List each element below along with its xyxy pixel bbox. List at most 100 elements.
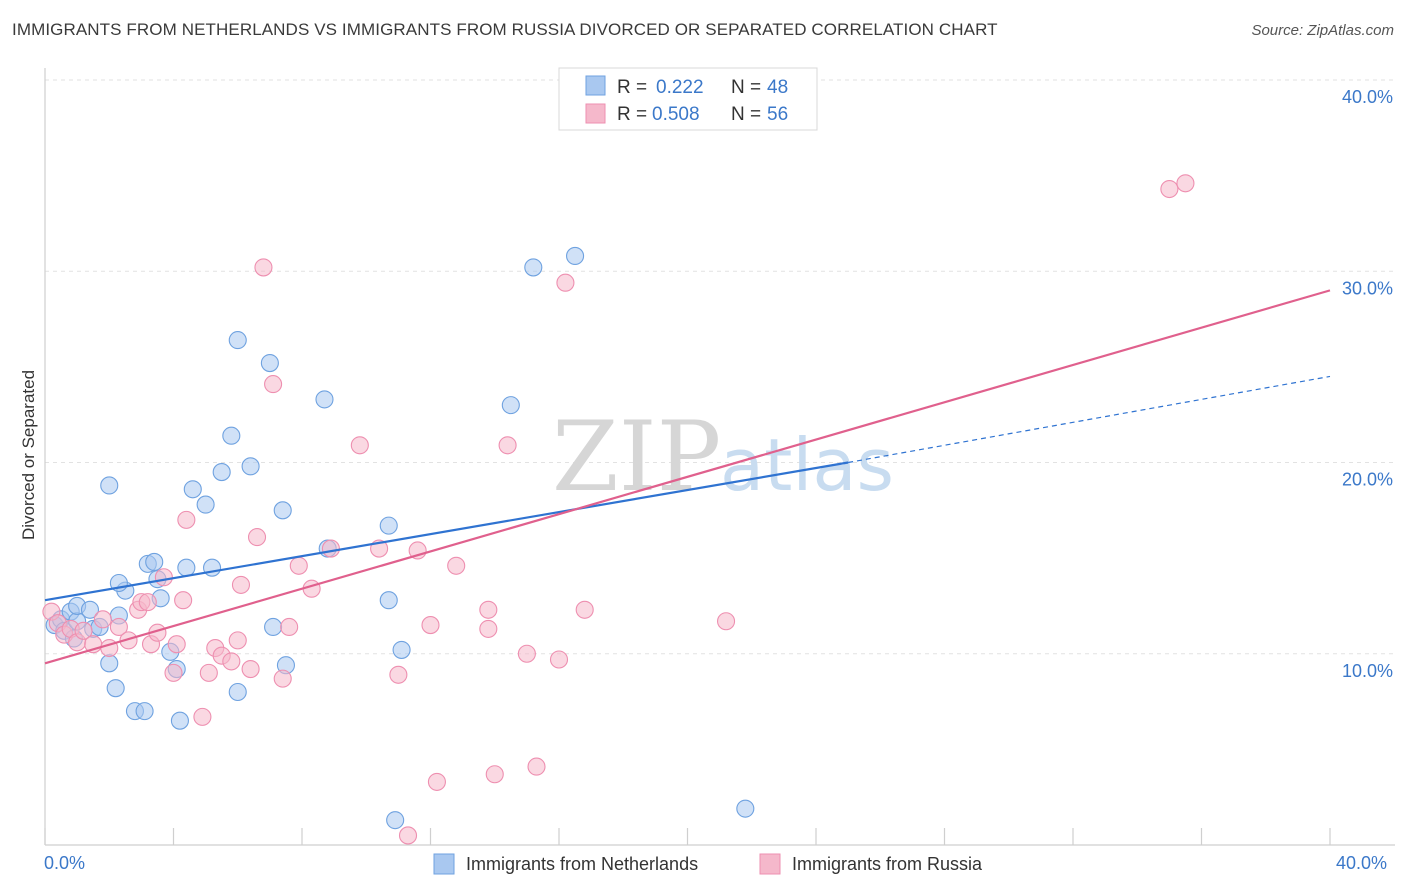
point-russia-10 (119, 631, 138, 650)
point-russia-21 (193, 707, 212, 726)
bottom-legend-label-russia: Immigrants from Russia (792, 854, 983, 874)
point-netherlands-24 (170, 711, 189, 730)
point-russia-42 (427, 772, 446, 791)
point-netherlands-38 (315, 390, 334, 409)
trend-lines (44, 289, 1331, 665)
point-russia-56 (1176, 174, 1195, 193)
point-russia-33 (280, 617, 299, 637)
point-netherlands-29 (212, 463, 231, 482)
point-netherlands-32 (241, 457, 260, 476)
point-russia-55 (1160, 179, 1179, 199)
point-russia-46 (479, 619, 498, 638)
point-russia-39 (389, 665, 408, 684)
point-russia-29 (247, 528, 267, 547)
point-russia-53 (575, 600, 594, 619)
point-russia-54 (716, 612, 736, 631)
point-netherlands-44 (524, 258, 543, 277)
point-russia-44 (398, 826, 418, 845)
legend-swatch-netherlands (585, 75, 606, 96)
legend-r-value-netherlands: 0.222 (656, 77, 704, 98)
legend: R = 0.222 N = 48 R = 0.508 N = 56 (558, 67, 818, 131)
point-netherlands-16 (135, 702, 154, 721)
point-netherlands-41 (379, 591, 398, 610)
point-russia-20 (177, 510, 196, 529)
legend-swatch-russia (585, 103, 606, 124)
point-netherlands-7 (80, 600, 100, 619)
point-netherlands-10 (100, 654, 119, 673)
point-russia-9 (109, 617, 128, 637)
point-russia-28 (241, 659, 260, 679)
point-netherlands-46 (736, 799, 755, 818)
point-netherlands-27 (196, 495, 215, 514)
bottom-legend-swatch-netherlands (433, 853, 455, 875)
chart-source: Source: ZipAtlas.com (1251, 22, 1394, 39)
point-russia-31 (264, 375, 283, 394)
point-russia-48 (498, 436, 517, 455)
point-russia-32 (273, 669, 292, 688)
point-russia-45 (479, 600, 498, 619)
point-netherlands-40 (379, 516, 398, 535)
series-netherlands-points (45, 246, 755, 830)
bottom-legend-swatch-russia (759, 853, 781, 875)
legend-n-label-netherlands: N = (731, 77, 761, 98)
x-ticks (44, 828, 1331, 845)
point-russia-13 (138, 593, 157, 612)
y-tick-label-3: 40.0% (1342, 87, 1393, 107)
point-netherlands-11 (106, 679, 125, 698)
trend-line-netherlands (44, 461, 849, 602)
point-russia-52 (556, 273, 575, 292)
bottom-legend: Immigrants from Netherlands Immigrants f… (433, 853, 983, 875)
point-russia-47 (485, 765, 504, 784)
trend-line-netherlands-extension (848, 375, 1331, 464)
point-russia-36 (321, 539, 340, 558)
point-russia-18 (167, 635, 186, 654)
axes (44, 68, 1395, 846)
point-russia-17 (164, 663, 183, 682)
point-russia-19 (174, 591, 193, 610)
point-netherlands-26 (183, 480, 202, 499)
point-netherlands-33 (228, 331, 247, 350)
point-russia-51 (549, 650, 569, 669)
watermark-atlas: atlas (720, 423, 894, 507)
point-russia-7 (93, 610, 112, 629)
y-axis-label: Divorced or Separated (19, 370, 38, 540)
y-tick-labels: 10.0% 20.0% 30.0% 40.0% (1342, 87, 1393, 681)
point-russia-37 (350, 436, 369, 455)
point-russia-22 (199, 663, 218, 682)
trend-line-russia (44, 289, 1331, 665)
point-russia-41 (421, 616, 440, 635)
chart-title: IMMIGRANTS FROM NETHERLANDS VS IMMIGRANT… (12, 20, 998, 39)
point-russia-43 (447, 556, 466, 575)
grid (45, 79, 1395, 655)
legend-n-value-netherlands: 48 (767, 77, 788, 98)
legend-r-value-russia: 0.508 (652, 104, 700, 125)
point-russia-26 (228, 631, 247, 650)
x-tick-label-min: 0.0% (44, 853, 85, 873)
point-netherlands-42 (392, 640, 411, 659)
y-tick-label-1: 20.0% (1342, 470, 1393, 490)
point-netherlands-47 (386, 811, 405, 830)
point-netherlands-30 (222, 426, 241, 445)
point-russia-16 (154, 568, 173, 587)
point-russia-34 (289, 556, 308, 575)
point-netherlands-25 (177, 558, 196, 577)
bottom-legend-label-netherlands: Immigrants from Netherlands (466, 854, 698, 874)
series-russia-points (42, 174, 1195, 845)
legend-n-value-russia: 56 (767, 104, 788, 125)
point-netherlands-36 (273, 501, 292, 520)
point-russia-50 (527, 757, 546, 776)
y-tick-label-0: 10.0% (1342, 661, 1393, 681)
point-netherlands-43 (501, 396, 520, 415)
legend-r-label-russia: R = (617, 104, 647, 125)
x-tick-label-max: 40.0% (1336, 853, 1387, 873)
point-russia-25 (222, 652, 241, 671)
point-netherlands-34 (260, 353, 279, 373)
point-netherlands-31 (228, 682, 247, 702)
point-netherlands-19 (145, 552, 164, 572)
legend-r-label-netherlands: R = (617, 77, 647, 98)
point-russia-27 (231, 575, 251, 594)
point-netherlands-15 (100, 476, 119, 495)
point-russia-49 (517, 644, 536, 663)
point-netherlands-45 (566, 246, 585, 265)
